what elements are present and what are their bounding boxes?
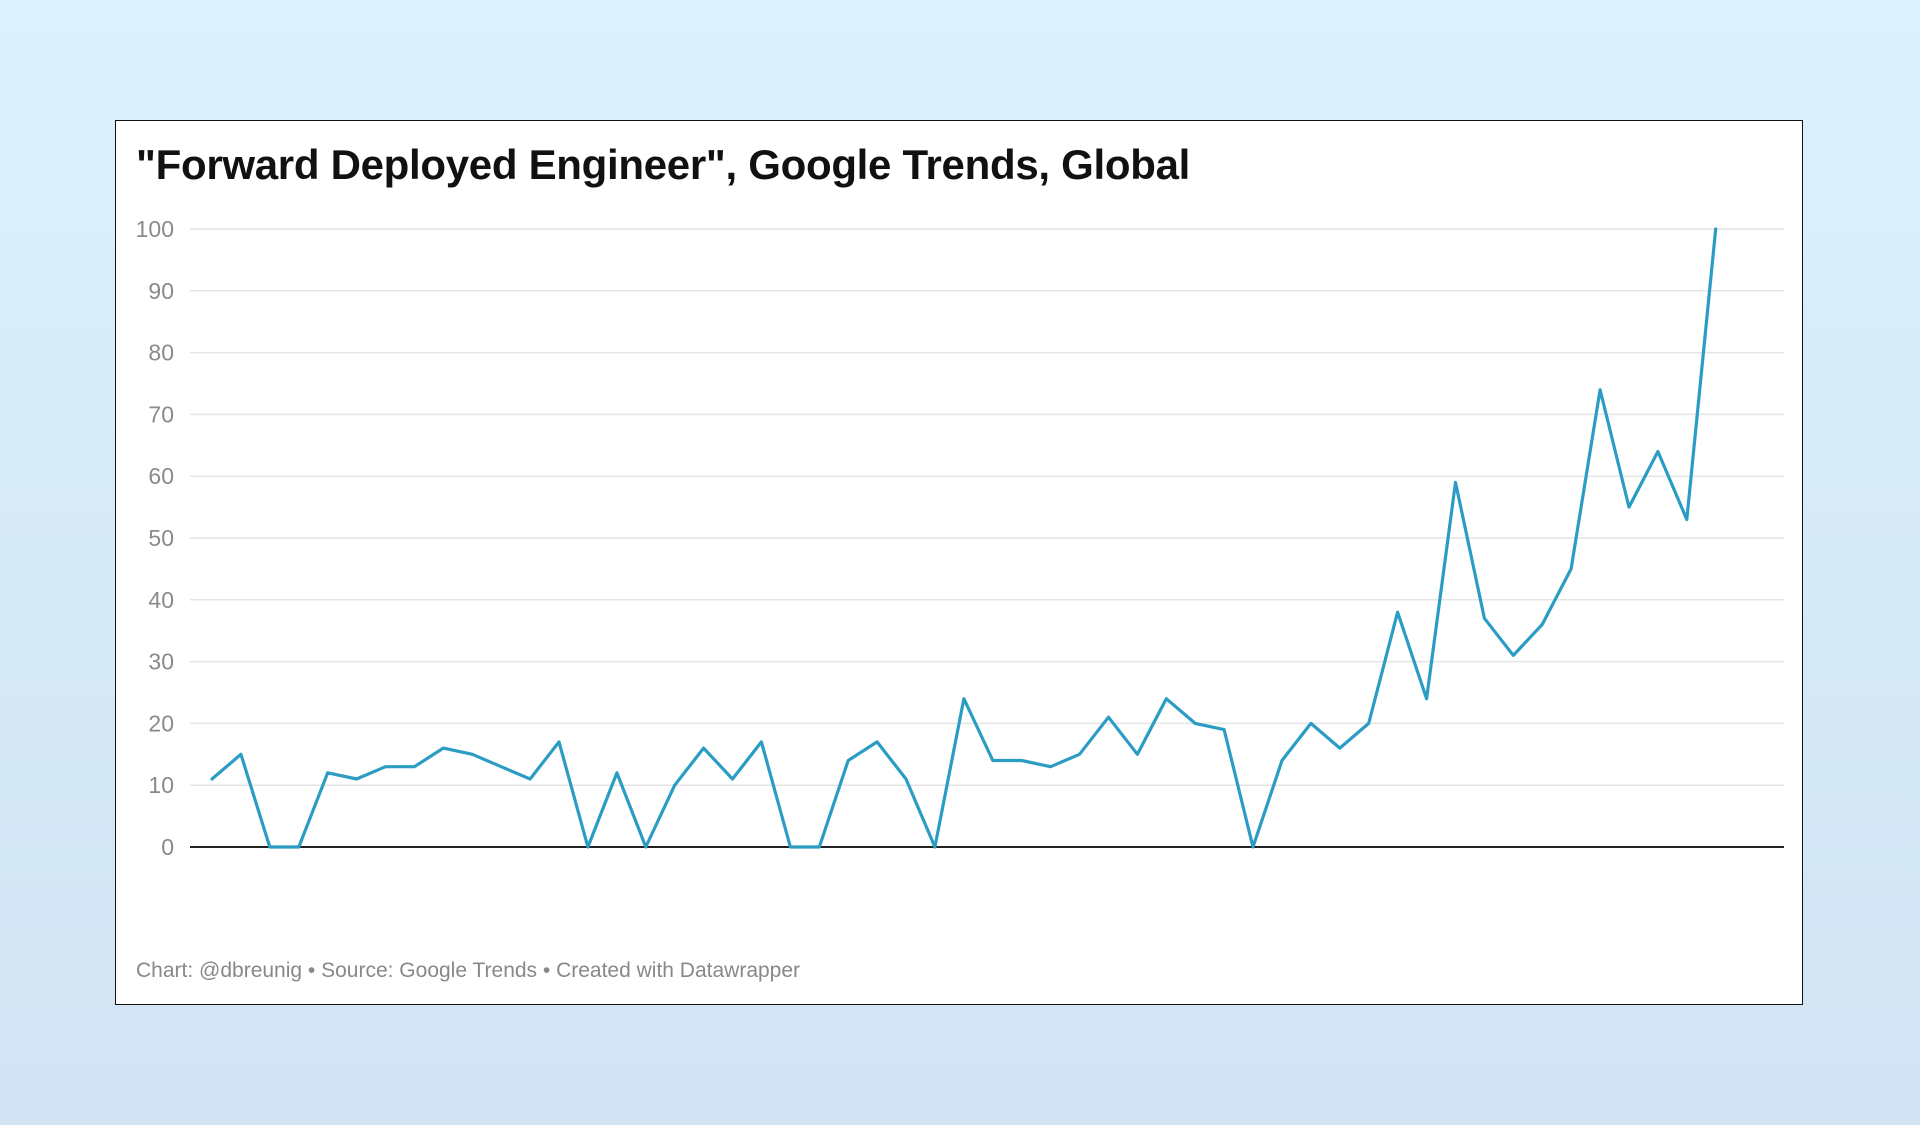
x-tick-label-may: May bbox=[1309, 860, 1353, 861]
x-tick-label-mar: Mar bbox=[1060, 860, 1100, 861]
x-tick-label-dec: Dec bbox=[686, 860, 727, 861]
series-line-forward-deployed-engineer bbox=[210, 227, 1718, 849]
y-tick-label-10: 10 bbox=[148, 772, 174, 798]
y-tick-label-70: 70 bbox=[148, 401, 174, 427]
x-tick-label-nov: Nov bbox=[562, 860, 603, 861]
y-axis-labels: 0 10 20 30 40 50 60 70 80 90 100 bbox=[136, 216, 174, 860]
y-tick-label-60: 60 bbox=[148, 463, 174, 489]
x-axis-labels: Sep2024OctNovDecJan2025FebMarAprMayJunJu… bbox=[307, 860, 1730, 861]
y-tick-label-20: 20 bbox=[148, 710, 174, 736]
x-tick-label-aug: Aug bbox=[1689, 860, 1730, 861]
x-tick-label-jul: Jul bbox=[1568, 860, 1597, 861]
chart-title: "Forward Deployed Engineer", Google Tren… bbox=[136, 141, 1190, 188]
y-tick-label-30: 30 bbox=[148, 649, 174, 675]
x-tick-label-jan: Jan bbox=[818, 860, 855, 861]
x-tick-label-feb: Feb bbox=[944, 860, 984, 861]
chart-card: "Forward Deployed Engineer", Google Tren… bbox=[115, 120, 1803, 1005]
y-tick-label-100: 100 bbox=[136, 216, 174, 242]
chart-footer: Chart: @dbreunig • Source: Google Trends… bbox=[136, 959, 801, 982]
y-tick-label-50: 50 bbox=[148, 525, 174, 551]
x-tick-label-oct: Oct bbox=[437, 860, 473, 861]
x-tick-label-apr: Apr bbox=[1189, 860, 1225, 861]
x-tick-label-sep: Sep bbox=[307, 860, 348, 861]
y-tick-label-0: 0 bbox=[161, 834, 174, 860]
y-tick-label-90: 90 bbox=[148, 278, 174, 304]
grid-lines bbox=[190, 228, 1784, 786]
y-tick-label-80: 80 bbox=[148, 340, 174, 366]
y-tick-label-40: 40 bbox=[148, 587, 174, 613]
x-tick-label-jun: Jun bbox=[1440, 860, 1477, 861]
